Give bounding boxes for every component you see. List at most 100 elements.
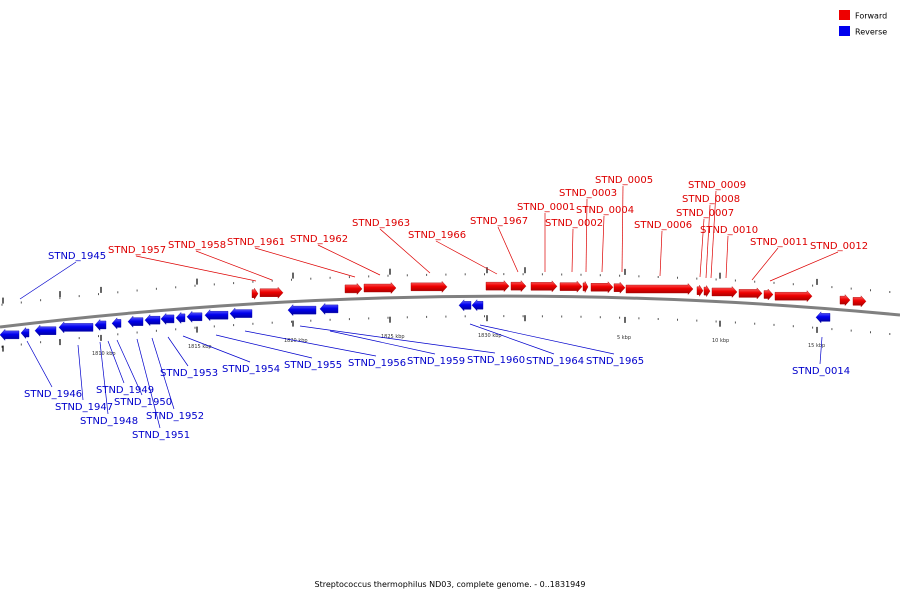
forward-leader-line <box>254 247 356 278</box>
reverse-leader-line <box>469 323 555 355</box>
ruler-ticks <box>1 267 891 352</box>
reverse-gene-label: STND_1953 <box>160 368 218 379</box>
scale-label: 1815 kbp <box>188 344 212 350</box>
forward-gene-arrow[interactable] <box>839 294 851 307</box>
reverse-gene-label: STND_1954 <box>222 364 280 375</box>
reverse-gene-arrow[interactable] <box>144 314 161 327</box>
forward-leader-line <box>725 235 729 279</box>
forward-gene-label: STND_1963 <box>352 218 410 229</box>
reverse-gene-arrow[interactable] <box>34 324 57 337</box>
forward-leader-line <box>601 215 605 273</box>
reverse-gene-arrow[interactable] <box>111 317 122 330</box>
reverse-gene-arrow[interactable] <box>204 309 229 322</box>
forward-gene-label: STND_0003 <box>559 188 617 199</box>
reverse-gene-arrow[interactable] <box>287 304 317 317</box>
reverse-leader-line <box>136 338 161 429</box>
scale-label: 1825 kbp <box>381 334 405 340</box>
leader-lines <box>19 185 839 429</box>
forward-gene-arrow[interactable] <box>530 280 558 293</box>
scale-label: 1830 kbp <box>478 333 502 339</box>
reverse-leader-line <box>182 335 251 363</box>
legend-forward-swatch <box>839 10 850 20</box>
reverse-gene-arrow[interactable] <box>186 310 203 323</box>
forward-gene-arrow[interactable] <box>774 290 813 303</box>
forward-leader-line <box>135 255 257 282</box>
scale-label: 1810 kbp <box>92 351 116 357</box>
reverse-gene-arrow[interactable] <box>175 311 186 324</box>
gene-labels: STND_1957 STND_1958 STND_1961 STND_1962 STND… <box>24 175 868 441</box>
forward-leader-line <box>435 240 498 275</box>
reverse-leader-line <box>77 344 84 401</box>
forward-gene-arrow[interactable] <box>410 280 448 293</box>
forward-gene-arrow[interactable] <box>363 282 397 295</box>
genome-caption: Streptococcus thermophilus ND03, complet… <box>315 580 586 589</box>
forward-gene-label: STND_0009 <box>688 180 746 191</box>
forward-gene-label: STND_1962 <box>290 234 348 245</box>
scale-label: 15 kbp <box>808 343 825 349</box>
reverse-gene-arrow[interactable] <box>458 299 472 312</box>
reverse-gene-label: STND_1965 <box>586 356 644 367</box>
forward-gene-arrow[interactable] <box>852 295 867 308</box>
reverse-leader-line <box>19 261 77 300</box>
scale-labels: 1810 kbp 1815 kbp 1820 kbp 1825 kbp 1830… <box>92 333 825 357</box>
forward-leader-line <box>705 204 711 279</box>
reverse-gene-label: STND_1945 <box>48 251 106 262</box>
forward-gene-label: STND_0002 <box>545 218 603 229</box>
reverse-gene-label: STND_1948 <box>80 416 138 427</box>
reverse-gene-label: STND_1955 <box>284 360 342 371</box>
reverse-gene-arrow[interactable] <box>20 326 30 340</box>
forward-gene-arrow[interactable] <box>738 287 763 300</box>
reverse-gene-label: STND_1960 <box>467 355 525 366</box>
forward-gene-arrow[interactable] <box>510 280 527 293</box>
reverse-gene-label: STND_1946 <box>24 389 82 400</box>
reverse-leader-line <box>244 330 377 357</box>
forward-gene-arrow[interactable] <box>259 286 284 299</box>
forward-leader-line <box>317 244 381 276</box>
reverse-gene-arrow[interactable] <box>229 307 253 320</box>
forward-gene-arrow[interactable] <box>763 288 774 301</box>
reverse-leader-line <box>151 337 175 410</box>
forward-gene-label: STND_0011 <box>750 237 808 248</box>
reverse-gene-label: STND_1950 <box>114 397 172 408</box>
reverse-gene-label: STND_1947 <box>55 402 113 413</box>
forward-gene-label: STND_1957 <box>108 245 166 256</box>
reverse-gene-arrow[interactable] <box>319 302 339 315</box>
forward-gene-arrow[interactable] <box>344 282 363 295</box>
forward-gene-arrow[interactable] <box>485 280 510 293</box>
forward-gene-arrow[interactable] <box>251 287 259 300</box>
reverse-gene-label: STND_0014 <box>792 366 850 377</box>
reverse-leader-line <box>116 339 143 396</box>
forward-leader-line <box>195 250 273 281</box>
forward-gene-arrow[interactable] <box>703 284 711 298</box>
forward-leader-line <box>585 198 588 273</box>
forward-gene-arrow[interactable] <box>625 282 694 296</box>
forward-gene-arrow[interactable] <box>711 285 738 298</box>
genome-backbone <box>0 294 900 329</box>
reverse-gene-label: STND_1964 <box>526 356 584 367</box>
reverse-gene-arrow[interactable] <box>471 299 484 312</box>
reverse-leader-line <box>99 341 109 415</box>
reverse-gene-arrow[interactable] <box>160 312 175 325</box>
reverse-gene-arrow[interactable] <box>0 328 20 341</box>
reverse-gene-arrow[interactable] <box>58 321 94 334</box>
reverse-leader-line <box>299 325 496 354</box>
reverse-leader-line <box>329 330 436 355</box>
reverse-gene-arrow[interactable] <box>127 315 144 328</box>
reverse-leader-line <box>107 340 125 384</box>
forward-gene-label: STND_0007 <box>676 208 734 219</box>
forward-gene-arrow[interactable] <box>613 281 626 294</box>
legend-reverse-label: Reverse <box>855 28 887 37</box>
legend: Forward Reverse <box>839 10 887 37</box>
forward-gene-arrow[interactable] <box>582 281 589 293</box>
reverse-leader-line <box>479 324 615 355</box>
reverse-leader-line <box>819 336 823 365</box>
forward-gene-arrow[interactable] <box>590 281 614 294</box>
forward-gene-label: STND_0008 <box>682 194 740 205</box>
forward-gene-arrow[interactable] <box>696 284 704 297</box>
scale-label: 5 kbp <box>617 335 631 341</box>
reverse-gene-label: STND_1949 <box>96 385 154 396</box>
reverse-gene-arrow[interactable] <box>94 318 107 331</box>
reverse-gene-arrow[interactable] <box>815 311 831 324</box>
forward-gene-arrow[interactable] <box>559 280 583 293</box>
